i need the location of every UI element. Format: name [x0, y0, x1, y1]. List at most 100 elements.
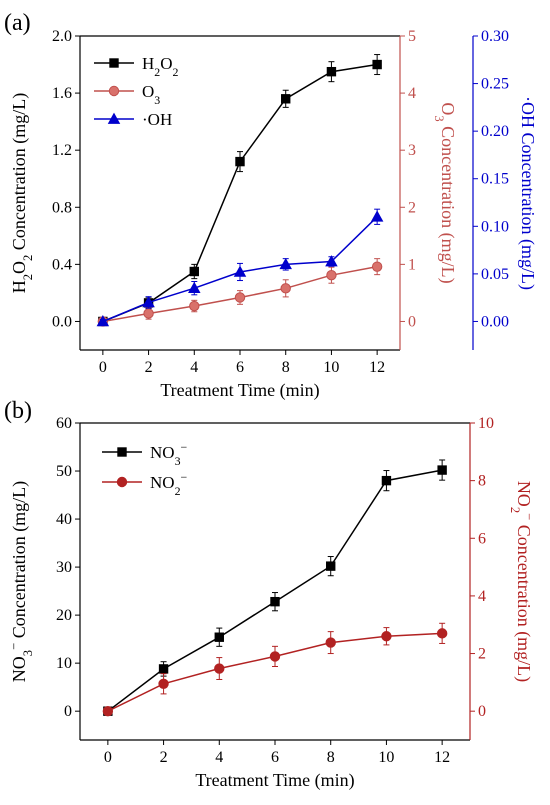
data-point: [279, 257, 292, 270]
x-axis-title: Treatment Time (min): [160, 380, 319, 401]
data-point: [143, 308, 154, 319]
x-tick-label: 8: [327, 749, 335, 766]
panel-label: (a): [4, 10, 31, 36]
x-tick-label: 0: [99, 359, 107, 376]
left-y-tick-label: 0.0: [52, 313, 72, 330]
data-point: [326, 66, 337, 77]
x-axis-title: Treatment Time (min): [195, 770, 354, 791]
data-point: [381, 475, 392, 486]
right1-axis-title: O3 Concentration (mg/L): [432, 102, 458, 283]
series-0: [103, 459, 447, 716]
right1-y-tick-label: 4: [408, 85, 416, 102]
left-axis-title: NO3− Concentration (mg/L): [7, 481, 35, 682]
right2-y-tick-label: 0.10: [481, 218, 509, 235]
data-point: [371, 261, 383, 272]
left-y-tick-label: 1.2: [52, 142, 72, 159]
data-point: [326, 561, 336, 571]
x-tick-label: 4: [215, 749, 223, 766]
data-point: [158, 678, 169, 690]
legend-marker: [107, 112, 121, 124]
left-y-tick-label: 0: [64, 703, 72, 720]
legend-label: O3: [142, 82, 160, 107]
legend-label: NO3−: [150, 440, 188, 468]
right2-y-tick-label: 0.30: [481, 28, 509, 45]
series-2: [96, 208, 384, 327]
x-tick-label: 2: [160, 749, 168, 766]
right1-y-tick-label: 5: [408, 28, 416, 45]
panel-label: (b): [4, 398, 32, 424]
right1-y-tick-label: 6: [478, 530, 486, 547]
right1-y-tick-label: 2: [478, 646, 486, 663]
right1-y-tick-label: 1: [408, 256, 416, 273]
data-point: [214, 632, 224, 642]
left-y-tick-label: 40: [56, 511, 72, 528]
data-point: [235, 156, 245, 167]
legend-marker: [108, 85, 120, 97]
data-point: [214, 663, 225, 674]
left-y-tick-label: 60: [56, 415, 72, 432]
right2-y-tick-label: 0.25: [481, 76, 509, 93]
data-point: [381, 631, 392, 642]
left-y-tick-label: 50: [56, 463, 72, 480]
series-line: [102, 63, 378, 323]
right1-y-tick-label: 0: [408, 313, 416, 330]
legend-marker: [116, 476, 128, 488]
left-y-tick-label: 2.0: [52, 28, 72, 45]
data-point: [270, 596, 280, 607]
data-point: [281, 94, 291, 104]
right1-y-tick-label: 3: [408, 142, 416, 159]
data-point: [436, 628, 448, 639]
x-tick-label: 10: [323, 359, 339, 376]
data-point: [189, 300, 200, 312]
x-tick-label: 8: [282, 359, 290, 376]
right2-y-tick-label: 0.05: [481, 266, 509, 283]
series-1: [102, 622, 448, 717]
right1-y-tick-label: 0: [478, 703, 486, 720]
x-tick-label: 4: [190, 359, 198, 376]
left-axis-title: H2O2 Concentration (mg/L): [9, 93, 35, 294]
data-point: [102, 705, 114, 717]
right1-y-tick-label: 10: [478, 415, 494, 432]
x-tick-label: 0: [104, 749, 112, 766]
data-point: [437, 465, 447, 475]
left-y-tick-label: 10: [56, 655, 72, 672]
data-point: [370, 210, 384, 222]
x-tick-label: 10: [378, 749, 394, 766]
data-point: [280, 283, 291, 294]
x-tick-label: 12: [434, 749, 450, 766]
legend-marker: [117, 447, 127, 457]
left-y-tick-label: 30: [56, 559, 72, 576]
data-point: [188, 281, 201, 293]
data-point: [325, 255, 338, 267]
right1-y-tick-label: 2: [408, 199, 416, 216]
data-point: [142, 295, 155, 308]
data-point: [189, 266, 199, 277]
legend-label: H2O2: [142, 54, 179, 79]
x-tick-label: 2: [145, 359, 153, 376]
right1-y-tick-label: 8: [478, 473, 486, 490]
right2-y-tick-label: 0.20: [481, 123, 509, 140]
x-tick-label: 6: [271, 749, 279, 766]
data-point: [96, 315, 110, 327]
left-y-tick-label: 20: [56, 607, 72, 624]
data-point: [233, 265, 247, 277]
right1-y-tick-label: 4: [478, 588, 486, 605]
data-point: [234, 292, 246, 303]
right2-y-tick-label: 0.15: [481, 171, 509, 188]
right2-y-tick-label: 0.00: [481, 313, 509, 330]
x-tick-label: 6: [236, 359, 244, 376]
data-point: [372, 59, 382, 70]
series-line: [107, 469, 443, 712]
legend-label: NO2−: [150, 470, 188, 498]
right1-axis-title: NO2− Concentration (mg/L): [508, 481, 536, 682]
left-y-tick-label: 0.4: [52, 256, 72, 273]
legend-marker: [109, 58, 119, 68]
left-y-tick-label: 1.6: [52, 85, 72, 102]
data-point: [158, 664, 169, 674]
data-point: [326, 270, 337, 281]
left-y-tick-label: 0.8: [52, 199, 72, 216]
data-point: [325, 637, 336, 648]
